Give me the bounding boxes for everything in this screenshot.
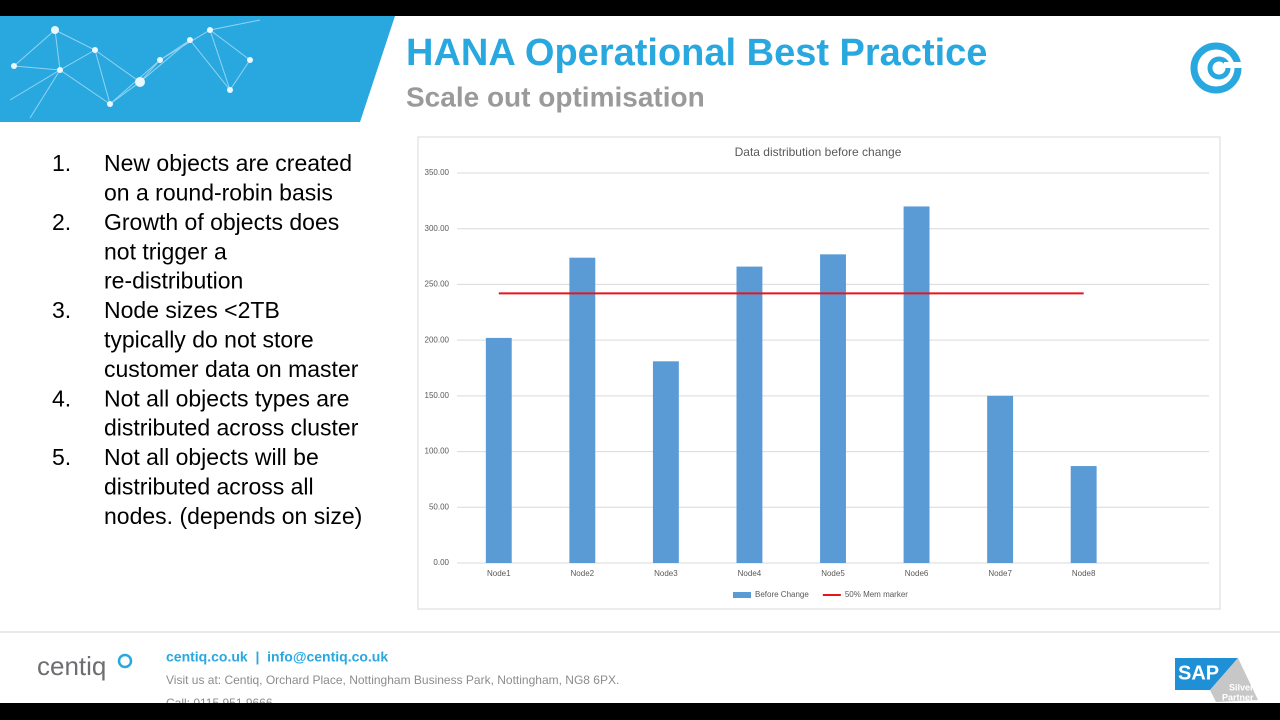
list-text: Not all objects types are [104,385,349,411]
legend-swatch [733,592,751,598]
chart-frame [417,136,1221,610]
x-tick-label: Node4 [738,569,762,578]
x-tick-label: Node3 [654,569,678,578]
list-text: nodes. (depends on size) [104,503,362,529]
x-tick-label: Node5 [821,569,845,578]
list-text: not trigger a [104,238,227,264]
list-number: 4. [52,385,71,411]
list-text: distributed across cluster [104,415,359,441]
footer-links[interactable]: centiq.co.uk | info@centiq.co.uk [166,649,388,665]
list-text: on a round-robin basis [104,179,333,205]
x-tick-label: Node1 [487,569,511,578]
y-tick-label: 0.00 [433,558,449,567]
letterbox-top [0,0,1280,16]
bar [569,257,596,563]
partner-logo: SAP Silver Partner [1175,658,1258,702]
y-tick-label: 150.00 [425,391,450,400]
y-tick-label: 300.00 [425,224,450,233]
legend-label: Before Change [755,590,809,599]
footer-address: Visit us at: Centiq, Orchard Place, Nott… [166,673,619,687]
bar [736,266,763,563]
bar [903,206,930,563]
chart: 0.00 50.00 100.00 150.00 200.00 250.00 300.00 3… [425,168,1209,599]
list-text: New objects are created [104,150,352,176]
list-number: 5. [52,444,71,470]
list-text: typically do not store [104,326,314,352]
x-tick-label: Node2 [571,569,595,578]
slide-title: HANA Operational Best Practice [406,32,987,74]
footer-logo-mark [117,653,133,669]
network-nodes [11,26,253,107]
logo [1190,42,1244,94]
list-text: Not all objects will be [104,444,319,470]
bar [987,395,1014,563]
list-text: Node sizes <2TB [104,297,280,323]
list-text: Growth of objects does [104,209,339,235]
bar [1070,466,1097,563]
list-text: distributed across all [104,473,314,499]
y-tick-label: 100.00 [425,447,450,456]
bar [485,337,512,563]
chart-title: Data distribution before change [735,145,902,159]
list-number: 2. [52,209,71,235]
y-tick-label: 200.00 [425,335,450,344]
list-number: 3. [52,297,71,323]
x-tick-label: Node7 [988,569,1012,578]
bar [652,361,679,563]
list-text: re-distribution [104,268,243,294]
list-text: customer data on master [104,356,359,382]
partner-level: Silver [1229,682,1254,692]
partner-logo-text: SAP [1178,662,1219,684]
bar [820,254,846,564]
y-tick-label: 350.00 [425,168,450,177]
footer-brand: centiq [37,651,106,681]
y-tick-label: 50.00 [429,502,450,511]
partner-level: Partner [1222,692,1254,702]
letterbox-bottom [0,703,1280,720]
list-number: 1. [52,150,71,176]
y-tick-label: 250.00 [425,280,450,289]
x-tick-label: Node8 [1072,569,1096,578]
bullet-list: 1. New objects are created on a round-robi… [52,150,362,529]
header-band [0,16,395,122]
slide-subtitle: Scale out optimisation [406,81,705,112]
x-tick-label: Node6 [905,569,929,578]
legend-label: 50% Mem marker [845,590,908,599]
